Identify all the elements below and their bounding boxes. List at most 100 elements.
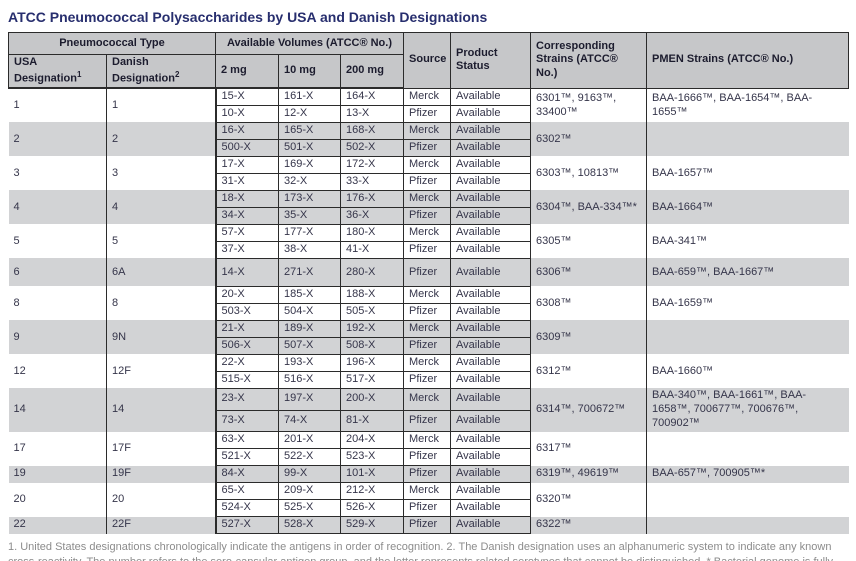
- table-body: 1 1 15-X 161-X 164-X Merck Available 6301™, 916…: [8, 87, 849, 535]
- status-cell: Available: [450, 465, 532, 484]
- status-cell: Available: [450, 121, 532, 140]
- volume-2mg-cell: 18-X: [215, 189, 279, 208]
- volume-2mg-cell: 23-X: [215, 387, 279, 411]
- pmen-strains-cell: BAA-1657™: [646, 156, 849, 191]
- volume-10mg-cell: 161-X: [278, 87, 341, 106]
- volume-10mg-cell: 189-X: [278, 319, 341, 338]
- table-row: 5 5 57-X 177-X 180-X Merck Available 6305™ BAA-3…: [8, 223, 849, 259]
- header-pneumococcal-type: Pneumococcal Type: [8, 32, 216, 55]
- pmen-strains-cell: BAA-1666™, BAA-1654™, BAA-1655™: [646, 88, 849, 123]
- table-row: 2 2 16-X 165-X 168-X Merck Available 6302™: [8, 121, 849, 157]
- table-row: 10-X 12-X 13-X Pfizer Available: [9, 104, 849, 123]
- usa-designation-cell: 8: [8, 286, 107, 321]
- pmen-strains-cell: BAA-657™, 700905™*: [646, 465, 849, 483]
- status-cell: Available: [450, 431, 532, 450]
- corresponding-strains-cell: 6320™: [530, 482, 648, 517]
- status-cell: Available: [450, 240, 532, 259]
- usa-designation-cell: 5: [8, 224, 107, 259]
- status-cell: Available: [450, 499, 532, 518]
- volume-2mg-cell: 63-X: [215, 431, 279, 450]
- volume-10mg-cell: 209-X: [278, 482, 341, 501]
- volume-200mg-cell: 33-X: [339, 172, 405, 191]
- corresponding-strains-cell: 6317™: [530, 431, 648, 466]
- table-row: 524-X 525-X 526-X Pfizer Available: [9, 499, 849, 518]
- volume-10mg-cell: 12-X: [278, 104, 341, 123]
- corresponding-strains-cell: 6304™, BAA-334™*: [530, 190, 648, 225]
- source-cell: Merck: [403, 482, 452, 501]
- status-cell: Available: [450, 336, 532, 355]
- danish-designation-cell: 5: [106, 224, 217, 259]
- volume-2mg-cell: 515-X: [215, 370, 279, 389]
- pmen-strains-cell: [646, 516, 849, 534]
- table-row: 37-X 38-X 41-X Pfizer Available: [9, 240, 849, 259]
- volume-2mg-cell: 503-X: [215, 302, 279, 321]
- source-cell: Merck: [403, 285, 452, 304]
- pmen-strains-cell: BAA-1660™: [646, 354, 849, 389]
- status-cell: Available: [450, 138, 532, 157]
- volume-10mg-cell: 32-X: [278, 172, 341, 191]
- status-cell: Available: [450, 319, 532, 338]
- source-cell: Pfizer: [403, 206, 452, 225]
- status-cell: Available: [450, 370, 532, 389]
- status-cell: Available: [450, 206, 532, 225]
- corresponding-strains-cell: 6301™, 9163™, 33400™: [530, 88, 648, 123]
- pmen-strains-cell: BAA-1664™: [646, 190, 849, 225]
- status-cell: Available: [450, 104, 532, 123]
- volume-10mg-cell: 193-X: [278, 353, 341, 372]
- status-cell: Available: [450, 387, 532, 411]
- table-row: 31-X 32-X 33-X Pfizer Available: [9, 172, 849, 191]
- source-cell: Pfizer: [403, 240, 452, 259]
- volume-10mg-cell: 177-X: [278, 223, 341, 242]
- danish-designation-cell: 14: [106, 388, 217, 432]
- volume-200mg-cell: 529-X: [339, 516, 405, 535]
- header-vol-200mg: 200 mg: [339, 54, 405, 90]
- usa-designation-cell: 19: [8, 465, 107, 483]
- volume-10mg-cell: 35-X: [278, 206, 341, 225]
- corresponding-strains-cell: 6308™: [530, 286, 648, 321]
- corresponding-strains-cell: 6305™: [530, 224, 648, 259]
- page-title: ATCC Pneumococcal Polysaccharides by USA…: [8, 9, 488, 25]
- table-row: 500-X 501-X 502-X Pfizer Available: [9, 138, 849, 157]
- table-row: 17 17F 63-X 201-X 204-X Merck Available 6317™: [8, 431, 849, 466]
- status-cell: Available: [450, 353, 532, 372]
- volume-2mg-cell: 15-X: [215, 87, 279, 106]
- volume-200mg-cell: 41-X: [339, 240, 405, 259]
- volume-200mg-cell: 101-X: [339, 465, 405, 484]
- danish-designation-cell: 20: [106, 482, 217, 517]
- corresponding-strains-cell: 6314™, 700672™: [530, 388, 648, 432]
- table-row: 3 3 17-X 169-X 172-X Merck Available 6303™, 108…: [8, 155, 849, 191]
- danish-designation-cell: 19F: [106, 465, 217, 483]
- status-cell: Available: [450, 448, 532, 467]
- volume-200mg-cell: 81-X: [339, 409, 405, 433]
- status-cell: Available: [450, 87, 532, 106]
- pmen-strains-cell: BAA-659™, BAA-1667™: [646, 258, 849, 287]
- volume-2mg-cell: 31-X: [215, 172, 279, 191]
- pmen-strains-cell: BAA-1659™: [646, 286, 849, 321]
- volume-2mg-cell: 527-X: [215, 516, 279, 535]
- volume-200mg-cell: 188-X: [339, 285, 405, 304]
- header-usa-designation: USA Designation1: [8, 54, 107, 90]
- table-row: 6 6A 14-X 271-X 280-X Pfizer Available 6306™ BAA…: [8, 257, 849, 287]
- table-row: 515-X 516-X 517-X Pfizer Available: [9, 370, 849, 389]
- header-vol-2mg: 2 mg: [215, 54, 279, 90]
- usa-designation-cell: 17: [8, 431, 107, 466]
- danish-designation-cell: 17F: [106, 431, 217, 466]
- volume-200mg-cell: 168-X: [339, 121, 405, 140]
- volume-2mg-cell: 20-X: [215, 285, 279, 304]
- header-row-columns: USA Designation1 Danish Designation2 2 m…: [8, 54, 849, 90]
- corresponding-strains-cell: 6306™: [530, 258, 648, 287]
- table-row: 8 8 20-X 185-X 188-X Merck Available 6308™ BAA-1…: [8, 285, 849, 321]
- volume-200mg-cell: 505-X: [339, 302, 405, 321]
- status-cell: Available: [450, 257, 532, 287]
- usa-designation-cell: 6: [8, 258, 107, 287]
- danish-designation-cell: 6A: [106, 258, 217, 287]
- volume-10mg-cell: 201-X: [278, 431, 341, 450]
- volume-200mg-cell: 200-X: [339, 387, 405, 411]
- footnote-marker-1: 1: [76, 69, 82, 79]
- table-row: 20 20 65-X 209-X 212-X Merck Available 6320™: [8, 482, 849, 517]
- status-cell: Available: [450, 409, 532, 433]
- source-cell: Pfizer: [403, 516, 452, 535]
- table-row: 4 4 18-X 173-X 176-X Merck Available 6304™, BAA…: [8, 189, 849, 225]
- source-cell: Merck: [403, 87, 452, 106]
- corresponding-strains-cell: 6303™, 10813™: [530, 156, 648, 191]
